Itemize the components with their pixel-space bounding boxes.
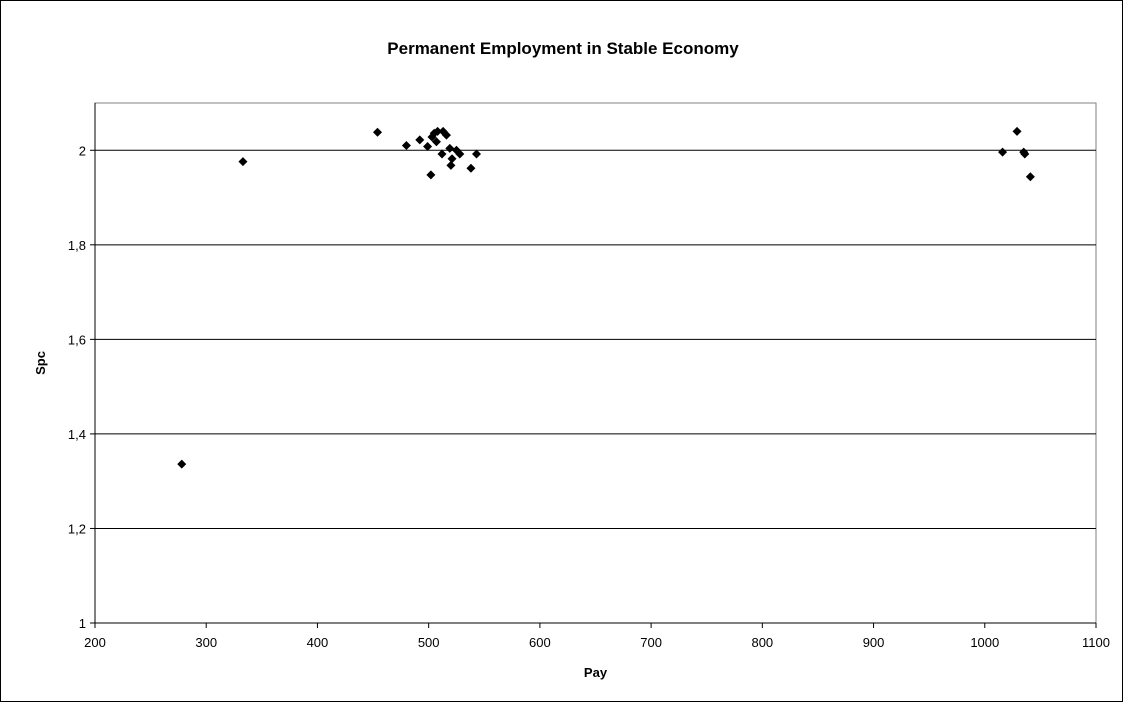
x-tick-label: 200 — [84, 635, 106, 650]
data-point — [1025, 172, 1035, 182]
x-tick-label: 1100 — [1082, 635, 1110, 650]
y-tick-label: 1,6 — [68, 332, 86, 347]
data-point — [401, 141, 411, 151]
x-tick-label: 800 — [751, 635, 773, 650]
data-point — [998, 147, 1008, 157]
y-tick-label: 1 — [79, 616, 86, 631]
data-point — [433, 126, 443, 136]
y-axis-ticks: 1 1,2 1,4 1,6 1,8 2 — [68, 143, 95, 631]
x-tick-label: 900 — [863, 635, 885, 650]
data-point — [471, 149, 481, 159]
data-points — [177, 126, 1035, 469]
chart-title: Permanent Employment in Stable Economy — [387, 39, 739, 58]
x-tick-label: 1000 — [970, 635, 999, 650]
x-tick-label: 700 — [640, 635, 662, 650]
x-tick-label: 600 — [529, 635, 551, 650]
data-point — [446, 160, 456, 170]
gridlines — [95, 149, 1096, 529]
x-axis-ticks: 200 300 400 500 600 700 800 900 1000 1100 — [84, 623, 1110, 650]
y-tick-label: 1,4 — [68, 427, 86, 442]
data-point — [373, 127, 383, 137]
x-tick-label: 400 — [307, 635, 329, 650]
data-point — [466, 163, 476, 173]
data-point — [1012, 126, 1022, 136]
data-point — [441, 130, 451, 140]
x-axis-title: Pay — [584, 665, 608, 680]
data-point — [238, 157, 248, 167]
data-point — [445, 143, 455, 153]
y-axis-title: Spc — [33, 351, 48, 375]
plot-area — [94, 102, 1097, 624]
y-tick-label: 1,8 — [68, 238, 86, 253]
y-tick-label: 1,2 — [68, 521, 86, 536]
data-point — [177, 459, 187, 469]
data-point — [431, 137, 441, 147]
data-point — [447, 154, 457, 164]
data-point — [1020, 149, 1030, 159]
x-tick-label: 300 — [195, 635, 217, 650]
data-point — [426, 170, 436, 180]
x-tick-label: 500 — [418, 635, 440, 650]
data-point — [423, 141, 433, 151]
data-point — [437, 149, 447, 159]
y-tick-label: 2 — [79, 143, 86, 158]
data-point — [415, 135, 425, 145]
data-point — [455, 149, 465, 159]
